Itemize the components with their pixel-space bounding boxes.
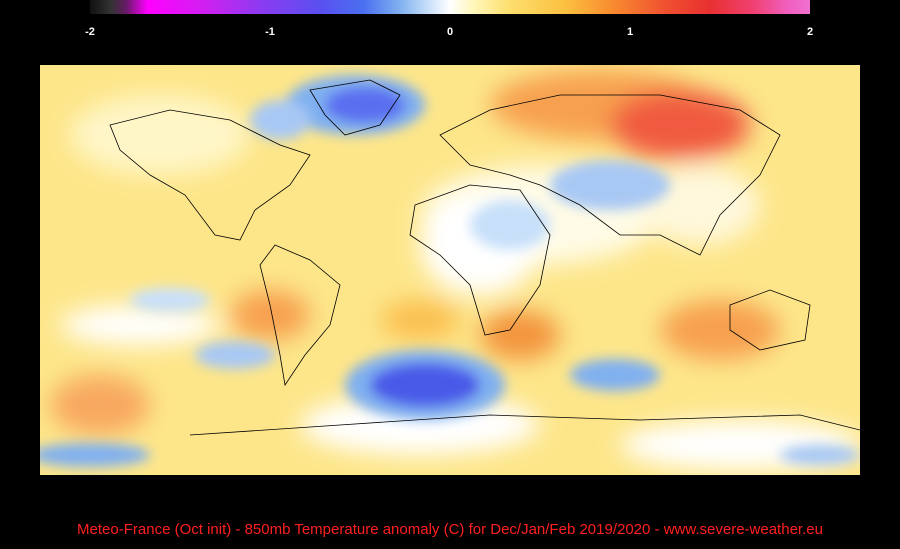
coastlines <box>109 79 860 436</box>
colorbar-tick-label: -1 <box>265 26 275 38</box>
colorbar-tick-label: 0 <box>446 26 454 38</box>
cold-anomalies <box>40 75 860 467</box>
colorbar-tick-label: 1 <box>626 26 634 38</box>
colorbar-tick-label: 2 <box>806 26 814 38</box>
colorbar-tick-label: -2 <box>85 26 95 38</box>
anomaly-map <box>40 65 860 475</box>
colorbar <box>90 0 810 14</box>
colorbar-ticks: -2 -1 0 1 2 <box>0 26 900 42</box>
caption: Meteo-France (Oct init) - 850mb Temperat… <box>77 521 823 538</box>
